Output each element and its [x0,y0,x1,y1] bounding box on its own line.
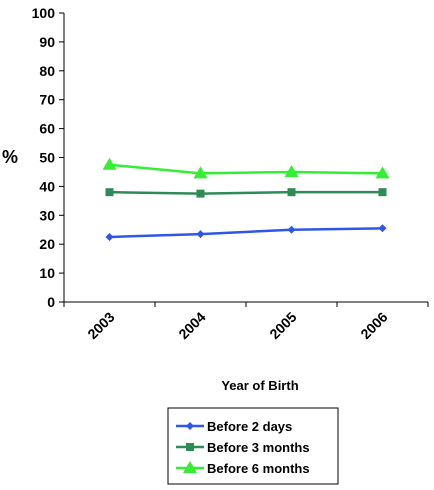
y-tick-label: 100 [32,5,56,21]
y-tick-label: 30 [39,207,55,223]
data-point [284,164,299,177]
x-tick-label: 2003 [84,309,117,342]
y-axis: 0 10 20 30 40 50 60 70 80 90 100 [32,5,65,310]
data-point [378,188,387,197]
y-tick-label: 40 [39,178,55,194]
data-point [196,230,205,239]
x-axis-title: Year of Birth [221,378,298,393]
y-tick-label: 50 [39,150,55,166]
legend-item: Before 3 months [176,440,310,455]
y-tick-label: 60 [39,121,55,137]
data-point [193,166,208,179]
data-point [378,224,387,233]
series-line [109,163,383,175]
data-point [196,189,205,198]
legend-label: Before 3 months [207,440,310,455]
legend-label: Before 6 months [207,461,310,476]
y-tick-label: 20 [39,236,55,252]
legend-item: Before 2 days [176,419,292,434]
y-tick-label: 0 [47,294,55,310]
data-point [105,232,114,241]
series-line [109,227,383,239]
legend: Before 2 days Before 3 months Before 6 mon… [167,407,339,485]
legend-item: Before 6 months [176,461,310,476]
data-point [287,225,296,234]
series-3 [102,157,390,179]
series-1 [105,224,387,241]
data-point [375,166,390,179]
series-layer [102,157,390,241]
series-2 [105,188,387,198]
data-point [102,157,117,170]
data-point [105,188,114,197]
y-tick-label: 10 [39,265,55,281]
legend-marker [183,461,197,473]
y-tick-label: 80 [39,63,55,79]
x-tick-label: 2004 [175,309,208,342]
data-point [287,188,296,197]
legend-label: Before 2 days [207,419,292,434]
y-tick-label: 70 [39,92,55,108]
series-line [109,190,383,195]
y-tick-label: 90 [39,34,55,50]
legend-marker [186,422,194,430]
x-axis: 2003 2004 2005 2006 [63,301,429,342]
legend-marker [186,443,194,451]
x-tick-label: 2005 [266,309,299,342]
x-tick-label: 2006 [357,309,390,342]
y-axis-label: % [2,147,18,167]
